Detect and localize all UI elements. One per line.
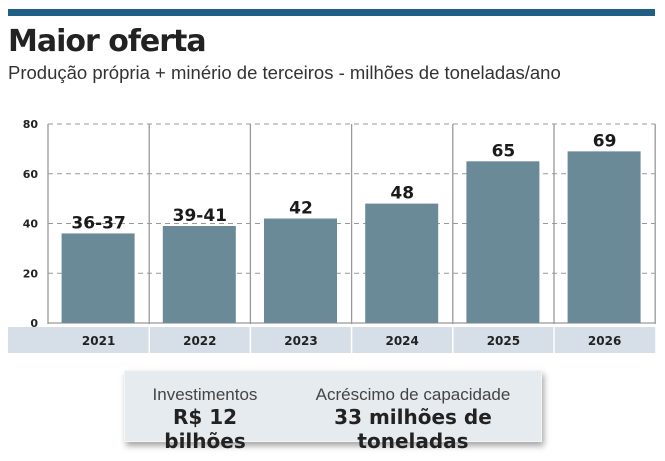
bar-2026 [567,151,641,323]
bar-2021 [61,233,135,323]
data-label: 65 [492,141,516,161]
chart-title: Maior oferta [8,24,207,59]
x-tick-label: 2021 [82,334,115,348]
bar-2024 [365,203,439,323]
investments-value: R$ 12 bilhões [164,405,246,453]
data-label: 36-37 [71,213,125,233]
data-label: 69 [593,131,617,151]
capacity-block: Acréscimo de capacidade 33 milhões de to… [295,385,531,453]
capacity-label: Acréscimo de capacidade [315,385,511,404]
y-tick-label: 80 [23,118,39,131]
capacity-value: 33 milhões de toneladas [334,405,492,453]
investments-label: Investimentos [152,385,258,404]
data-label: 42 [289,199,313,219]
chart-subtitle: Produção própria + minério de terceiros … [8,62,561,83]
bar-2025 [466,161,540,323]
summary-box: Investimentos R$ 12 bilhões Acréscimo de… [124,370,542,453]
y-tick-label: 20 [23,267,39,280]
top-accent-bar [8,9,655,16]
x-tick-label: 2022 [183,334,216,348]
data-label: 39-41 [173,206,227,226]
year-band [8,327,656,353]
x-tick-label: 2025 [487,334,520,348]
bar-chart: 0 20 40 60 80 36-37 2021 39-41 2022 42 2023 48 2024 6… [8,118,656,353]
y-tick-label: 60 [23,168,39,181]
x-tick-label: 2026 [588,334,621,348]
y-tick-label: 0 [30,317,38,330]
bar-2022 [162,225,236,323]
x-tick-label: 2024 [385,334,418,348]
y-tick-label: 40 [23,218,39,231]
data-label: 48 [390,184,414,204]
bar-2023 [264,218,337,323]
x-tick-label: 2023 [284,334,317,348]
investments-block: Investimentos R$ 12 bilhões [135,385,275,453]
